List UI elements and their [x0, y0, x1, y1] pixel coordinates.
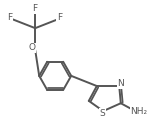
Text: N: N	[117, 79, 124, 88]
Text: O: O	[28, 43, 36, 52]
Text: S: S	[100, 109, 105, 118]
Text: F: F	[32, 4, 37, 13]
Text: F: F	[57, 14, 62, 22]
Text: F: F	[7, 14, 12, 22]
Text: NH₂: NH₂	[130, 107, 148, 116]
